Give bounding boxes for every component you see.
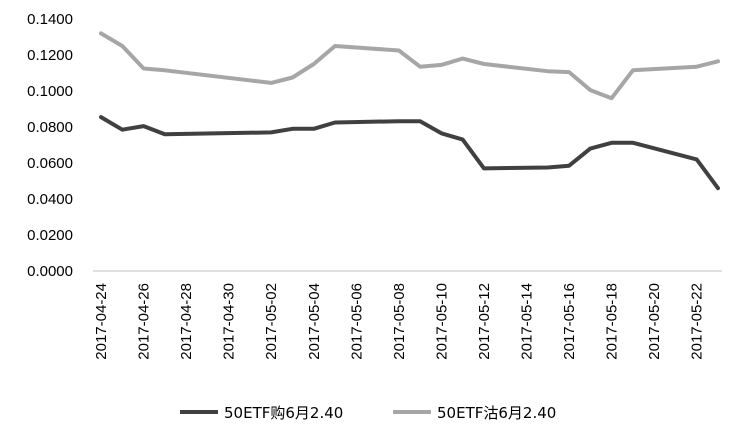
legend-label-2: 50ETF沽6月2.40 <box>437 404 556 422</box>
x-tick-label: 2017-04-24 <box>93 283 110 360</box>
series-line-2 <box>99 31 720 101</box>
y-axis-tick-labels: 0.0000 0.0200 0.0400 0.0600 0.0800 0.1000 0.12… <box>27 11 73 280</box>
x-tick-label: 2017-05-22 <box>689 283 706 360</box>
legend: 50ETF购6月2.40 50ETF沽6月2.40 <box>180 404 556 422</box>
y-tick-label: 0.0000 <box>27 263 73 280</box>
series-lines <box>99 31 720 191</box>
y-tick-label: 0.0800 <box>27 119 73 136</box>
x-tick-label: 2017-05-20 <box>646 283 663 360</box>
x-tick-label: 2017-05-18 <box>604 283 621 360</box>
legend-label-1: 50ETF购6月2.40 <box>224 404 343 422</box>
series-line-1 <box>99 115 720 191</box>
x-axis-tick-labels: 2017-04-24 2017-04-26 2017-04-28 2017-04-30… <box>93 283 706 360</box>
x-tick-label: 2017-05-02 <box>263 283 280 360</box>
x-tick-label: 2017-05-08 <box>391 283 408 360</box>
y-tick-label: 0.1000 <box>27 83 73 100</box>
x-tick-label: 2017-05-16 <box>561 283 578 360</box>
x-tick-label: 2017-05-12 <box>476 283 493 360</box>
x-tick-label: 2017-05-04 <box>306 283 323 360</box>
y-tick-label: 0.0400 <box>27 191 73 208</box>
x-tick-label: 2017-04-30 <box>221 283 238 360</box>
y-tick-label: 0.1400 <box>27 11 73 28</box>
x-tick-label: 2017-05-10 <box>433 283 450 360</box>
x-tick-label: 2017-05-06 <box>348 283 365 360</box>
y-tick-label: 0.0200 <box>27 227 73 244</box>
y-tick-label: 0.0600 <box>27 155 73 172</box>
x-tick-label: 2017-05-14 <box>519 283 536 360</box>
x-tick-label: 2017-04-26 <box>136 283 153 360</box>
y-tick-label: 0.1200 <box>27 47 73 64</box>
x-tick-label: 2017-04-28 <box>178 283 195 360</box>
